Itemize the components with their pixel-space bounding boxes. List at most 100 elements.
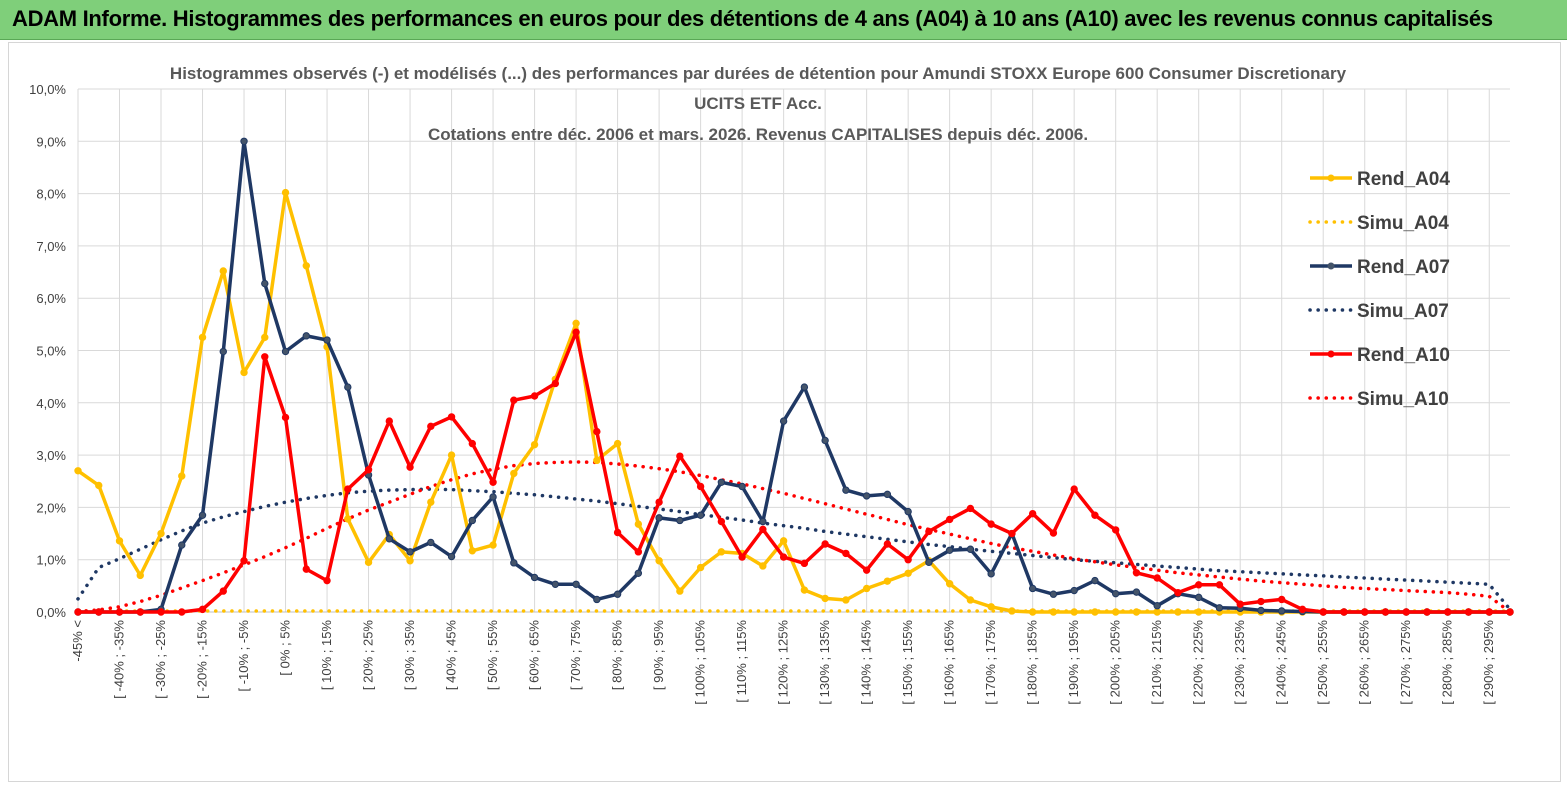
x-tick-label: [ 130% ; 135% [817, 620, 832, 705]
data-point [95, 608, 103, 616]
data-point [572, 580, 580, 588]
banner: ADAM Informe. Histogrammes des performan… [0, 0, 1567, 40]
series-Rend_A10 [74, 328, 1514, 616]
legend-marker [1327, 174, 1335, 182]
y-tick-label: 9,0% [36, 134, 66, 149]
data-point [468, 547, 477, 555]
data-point [1257, 597, 1265, 606]
data-point [1049, 608, 1058, 616]
data-point [1506, 608, 1514, 616]
series-Simu_A10 [76, 460, 1512, 614]
data-point [759, 517, 767, 526]
data-point [696, 563, 705, 572]
data-point [696, 511, 705, 519]
data-point [1236, 600, 1244, 608]
data-point [925, 558, 933, 567]
series-line-Rend_A10 [78, 330, 1510, 614]
data-point [1215, 581, 1224, 589]
data-point [634, 548, 643, 556]
x-tick-label: [ 210% ; 215% [1149, 620, 1164, 705]
x-tick-label: [ 20% ; 25% [361, 620, 376, 691]
data-point [966, 596, 975, 604]
series-line-Rend_A07 [78, 139, 1510, 614]
data-point [862, 492, 871, 500]
data-point [1423, 608, 1431, 616]
data-point [572, 319, 580, 328]
data-point [655, 514, 663, 522]
legend-label: Rend_A04 [1357, 169, 1450, 190]
x-tick-label: [ 140% ; 145% [859, 620, 874, 705]
data-point [842, 596, 850, 604]
chart-title-line: Histogrammes observés (-) et modélisés (… [170, 64, 1347, 83]
data-point [344, 485, 352, 493]
y-tick-label: 0,0% [36, 605, 66, 620]
x-tick-label: [ 10% ; 15% [319, 620, 334, 691]
data-point [655, 498, 663, 506]
data-point [364, 558, 373, 567]
data-point [510, 396, 518, 404]
y-tick-label: 7,0% [36, 239, 66, 254]
data-point [1464, 608, 1473, 616]
y-tick-label: 5,0% [36, 344, 66, 359]
data-point [1340, 608, 1348, 616]
data-point [1278, 607, 1286, 615]
data-point [240, 137, 248, 146]
x-tick-label: [ 40% ; 45% [444, 620, 459, 691]
data-point [406, 463, 414, 471]
data-point [1153, 574, 1161, 582]
data-point [74, 608, 82, 616]
data-point [468, 439, 477, 448]
data-point [800, 383, 809, 391]
y-tick-label: 4,0% [36, 396, 66, 411]
data-point [364, 466, 373, 474]
data-point [717, 548, 726, 556]
data-point [1257, 606, 1265, 615]
data-point [530, 573, 539, 582]
x-tick-label: [ 100% ; 105% [693, 620, 708, 705]
data-point [198, 333, 207, 342]
data-point [883, 577, 892, 585]
data-point [676, 452, 684, 460]
data-point [510, 469, 518, 478]
y-tick-label: 3,0% [36, 448, 66, 463]
data-point [551, 379, 560, 388]
data-point [593, 427, 601, 436]
chart-title: Histogrammes observés (-) et modélisés (… [170, 64, 1347, 144]
x-tick-label: [ 250% ; 255% [1315, 620, 1330, 705]
data-point [987, 520, 995, 528]
legend-label: Rend_A10 [1357, 345, 1450, 366]
data-point [779, 417, 788, 425]
y-tick-label: 1,0% [36, 553, 66, 568]
legend: Rend_A04 Simu_A04 Rend_A07 Simu_A07 Rend_A10… [1308, 169, 1450, 410]
data-point [1049, 529, 1058, 537]
x-tick-label: [ -20% ; -15% [195, 620, 210, 699]
data-point [1111, 526, 1120, 534]
data-point [178, 608, 186, 616]
x-tick-label: [ 50% ; 55% [485, 620, 500, 691]
data-point [510, 559, 518, 567]
data-point [115, 537, 124, 545]
data-point [1008, 607, 1016, 615]
x-tick-label: [ 220% ; 225% [1191, 620, 1206, 705]
data-point [219, 587, 227, 595]
x-tick-label: [ 260% ; 265% [1357, 620, 1372, 705]
data-point [489, 478, 497, 486]
x-tick-label: [ 180% ; 185% [1025, 620, 1040, 705]
data-point [1091, 576, 1099, 585]
data-point [904, 507, 912, 516]
x-tick-label: [ 120% ; 125% [776, 620, 791, 705]
data-point [1153, 608, 1161, 616]
x-tick-label: [ 80% ; 85% [610, 620, 625, 691]
data-point [530, 392, 539, 400]
data-point [925, 527, 933, 536]
data-point [593, 595, 601, 604]
data-point [281, 188, 290, 197]
data-point [613, 439, 622, 448]
data-point [1153, 602, 1161, 610]
data-point [468, 516, 477, 525]
data-point [406, 557, 414, 565]
data-point [779, 537, 788, 545]
data-point [406, 548, 414, 556]
data-point [136, 571, 144, 580]
data-point [1091, 511, 1099, 519]
